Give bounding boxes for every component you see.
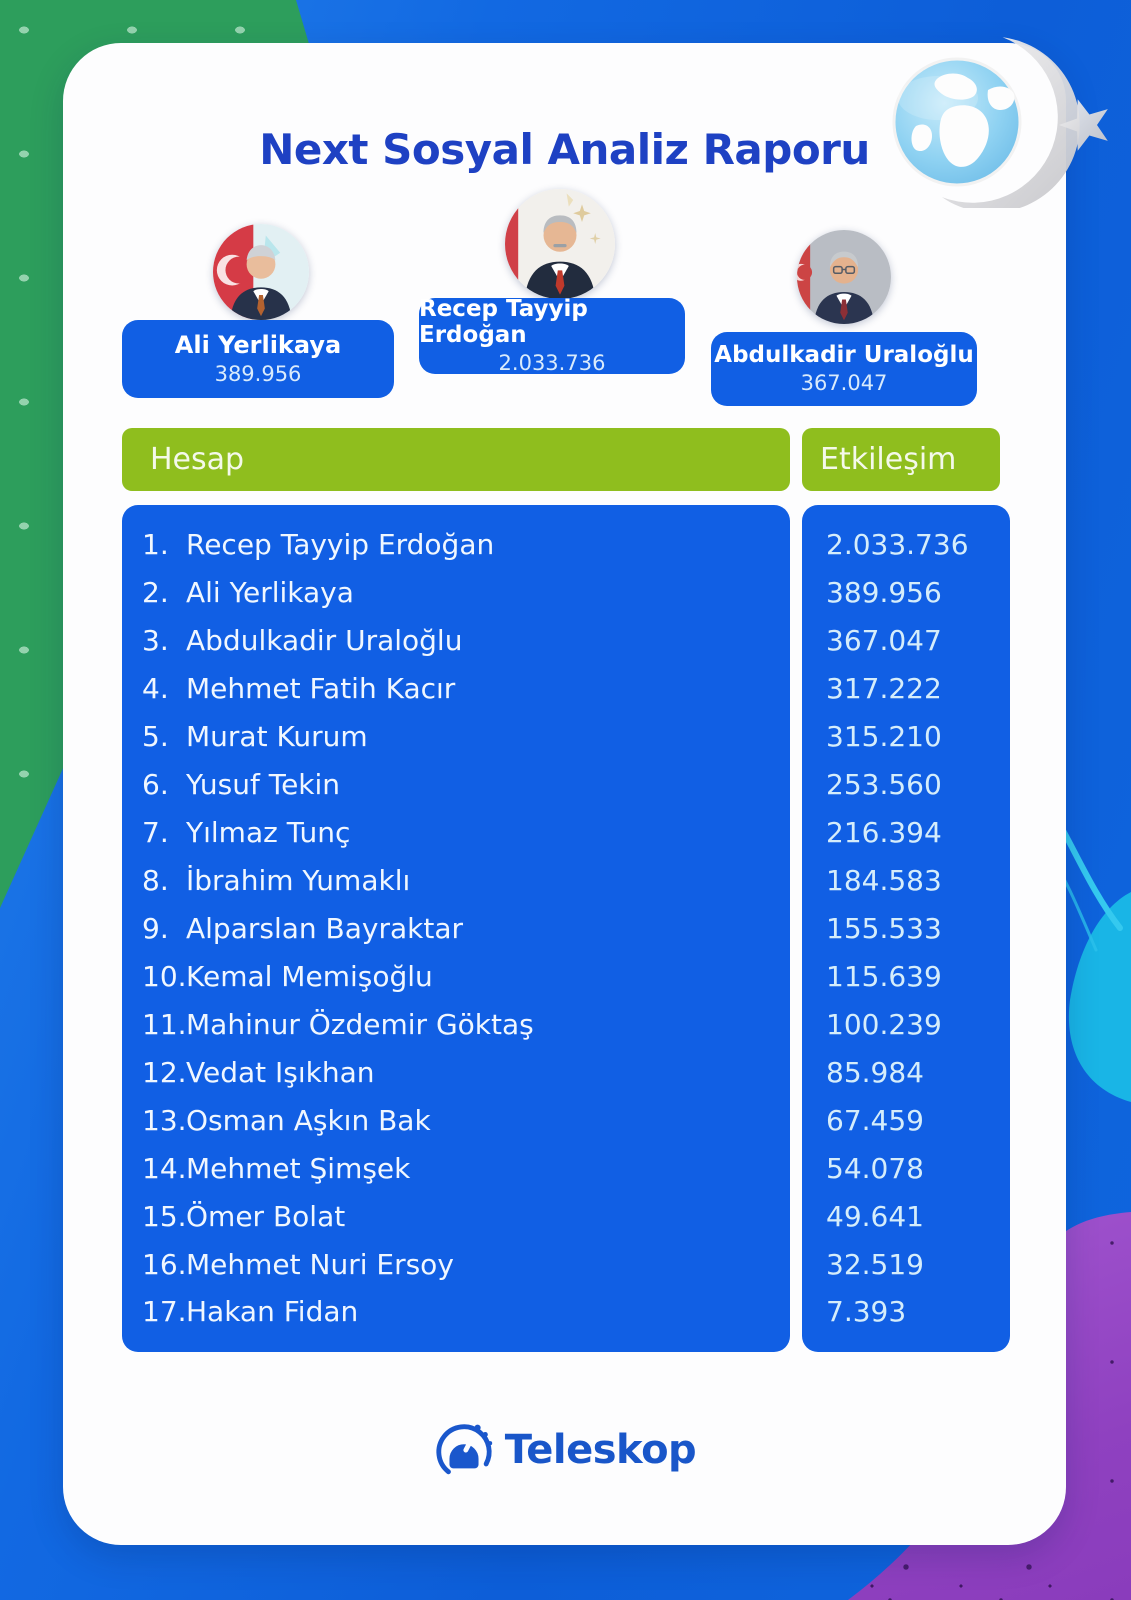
row-rank: 10. xyxy=(142,959,187,993)
profile-box-recep-tayyip-erdogan: Recep Tayyip Erdoğan 2.033.736 xyxy=(419,296,685,375)
brand-footer: Teleskop xyxy=(63,1415,1066,1485)
row-value: 317.222 xyxy=(826,672,942,706)
row-value: 67.459 xyxy=(826,1103,924,1137)
row-name: Vedat Işıkhan xyxy=(186,1055,375,1089)
row-rank: 3. xyxy=(142,624,169,658)
row-value: 2.033.736 xyxy=(826,528,969,562)
profile-engagement: 389.956 xyxy=(214,361,302,386)
table-row: 7. Yılmaz Tunç xyxy=(122,809,790,857)
globe-crescent-logo xyxy=(859,37,1108,208)
row-name: Kemal Memişoğlu xyxy=(186,959,433,993)
row-rank: 1. xyxy=(142,528,169,562)
row-value: 7.393 xyxy=(826,1295,907,1329)
table-row: 1. Recep Tayyip Erdoğan xyxy=(122,521,790,569)
row-name: İbrahim Yumaklı xyxy=(186,864,411,898)
row-rank: 12. xyxy=(142,1055,187,1089)
row-name: Mehmet Nuri Ersoy xyxy=(186,1247,454,1281)
row-name: Mehmet Şimşek xyxy=(186,1151,411,1185)
row-name: Mehmet Fatih Kacır xyxy=(186,672,456,706)
table-row: 16. Mehmet Nuri Ersoy xyxy=(122,1240,790,1288)
row-rank: 17. xyxy=(142,1295,187,1329)
row-value: 253.560 xyxy=(826,768,942,802)
row-rank: 7. xyxy=(142,816,169,850)
teleskop-observatory-icon xyxy=(436,1424,492,1480)
row-rank: 9. xyxy=(142,911,169,945)
row-value: 216.394 xyxy=(826,816,942,850)
row-value: 54.078 xyxy=(826,1151,924,1185)
row-value: 155.533 xyxy=(826,911,942,945)
row-value: 49.641 xyxy=(826,1199,924,1233)
row-name: Yılmaz Tunç xyxy=(186,816,351,850)
row-name: Mahinur Özdemir Göktaş xyxy=(186,1007,534,1041)
report-card: Next Sosyal Analiz Raporu xyxy=(63,43,1066,1545)
person-portrait-icon xyxy=(505,189,615,299)
table-row: 11. Mahinur Özdemir Göktaş xyxy=(122,1000,790,1048)
row-rank: 6. xyxy=(142,768,169,802)
row-name: Yusuf Tekin xyxy=(186,768,341,802)
table-row: 14. Mehmet Şimşek xyxy=(122,1144,790,1192)
table-row: 8. İbrahim Yumaklı xyxy=(122,857,790,905)
profile-name: Abdulkadir Uraloğlu xyxy=(714,341,974,368)
row-rank: 8. xyxy=(142,864,169,898)
row-value: 367.047 xyxy=(826,624,942,658)
row-name: Ömer Bolat xyxy=(186,1199,346,1233)
profile-name: Ali Yerlikaya xyxy=(174,331,342,360)
row-name: Hakan Fidan xyxy=(186,1295,359,1329)
table-row: 13. Osman Aşkın Bak xyxy=(122,1096,790,1144)
brand-name: Teleskop xyxy=(504,1427,697,1473)
row-rank: 11. xyxy=(142,1007,187,1041)
row-value: 184.583 xyxy=(826,864,942,898)
profile-engagement: 367.047 xyxy=(800,371,888,396)
table-row: 17. Hakan Fidan xyxy=(122,1288,790,1336)
row-name: Alparslan Bayraktar xyxy=(186,911,464,945)
profile-engagement: 2.033.736 xyxy=(498,350,606,375)
row-rank: 16. xyxy=(142,1247,187,1281)
value-rows: 2.033.736 389.956 367.047 317.222 315.210 253… xyxy=(802,505,1010,1352)
row-rank: 4. xyxy=(142,672,169,706)
row-rank: 13. xyxy=(142,1103,187,1137)
table-row: 4. Mehmet Fatih Kacır xyxy=(122,665,790,713)
row-value: 32.519 xyxy=(826,1247,924,1281)
row-value: 389.956 xyxy=(826,576,942,610)
table-row: 15. Ömer Bolat xyxy=(122,1192,790,1240)
account-rows: 1. Recep Tayyip Erdoğan 2. Ali Yerlikaya 3. A… xyxy=(122,505,790,1352)
row-name: Ali Yerlikaya xyxy=(186,576,354,610)
row-rank: 15. xyxy=(142,1199,187,1233)
row-value: 85.984 xyxy=(826,1055,924,1089)
avatar-abdulkadir-uraloglu xyxy=(797,230,891,324)
row-value: 315.210 xyxy=(826,720,942,754)
column-header-engagement: Etkileşim xyxy=(802,428,1000,491)
row-name: Murat Kurum xyxy=(186,720,368,754)
table-row: 2. Ali Yerlikaya xyxy=(122,569,790,617)
table-row: 3. Abdulkadir Uraloğlu xyxy=(122,617,790,665)
row-rank: 5. xyxy=(142,720,169,754)
person-portrait-icon xyxy=(213,224,309,320)
table-row: 10. Kemal Memişoğlu xyxy=(122,952,790,1000)
page-title: Next Sosyal Analiz Raporu xyxy=(259,125,870,174)
person-portrait-icon xyxy=(797,230,891,324)
profile-box-ali-yerlikaya: Ali Yerlikaya 389.956 xyxy=(122,320,394,398)
avatar-ali-yerlikaya xyxy=(213,224,309,320)
profile-name: Recep Tayyip Erdoğan xyxy=(419,296,588,348)
profile-box-abdulkadir-uraloglu: Abdulkadir Uraloğlu 367.047 xyxy=(711,332,977,406)
row-name: Recep Tayyip Erdoğan xyxy=(186,528,495,562)
table-row: 5. Murat Kurum xyxy=(122,713,790,761)
table-row: 6. Yusuf Tekin xyxy=(122,761,790,809)
row-rank: 2. xyxy=(142,576,169,610)
column-header-account: Hesap xyxy=(122,428,790,491)
row-name: Osman Aşkın Bak xyxy=(186,1103,431,1137)
row-value: 115.639 xyxy=(826,959,942,993)
row-name: Abdulkadir Uraloğlu xyxy=(186,624,463,658)
avatar-recep-tayyip-erdogan xyxy=(505,189,615,299)
row-rank: 14. xyxy=(142,1151,187,1185)
table-row: 12. Vedat Işıkhan xyxy=(122,1048,790,1096)
row-value: 100.239 xyxy=(826,1007,942,1041)
table-row: 9. Alparslan Bayraktar xyxy=(122,905,790,953)
